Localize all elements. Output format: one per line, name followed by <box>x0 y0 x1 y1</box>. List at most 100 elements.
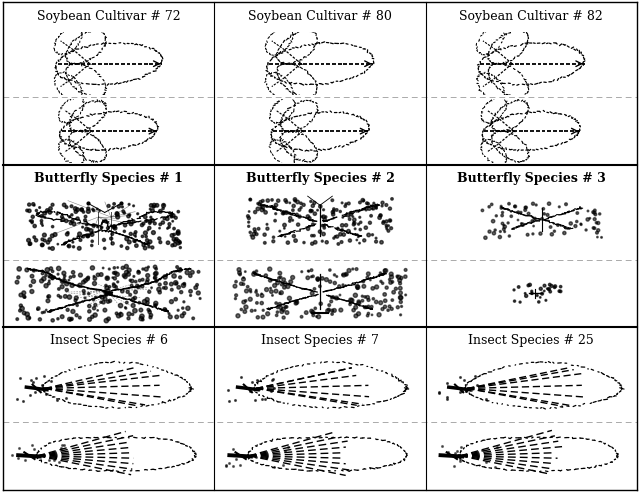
Point <box>291 298 301 306</box>
Point <box>391 285 401 293</box>
Point <box>337 238 347 246</box>
Point <box>79 287 89 295</box>
Point <box>104 202 114 210</box>
Point <box>332 273 342 280</box>
Point <box>59 269 69 277</box>
Point <box>368 205 378 213</box>
Point <box>516 219 527 227</box>
Point <box>268 237 278 245</box>
Point <box>133 267 143 275</box>
Point <box>262 220 272 228</box>
Point <box>46 377 56 385</box>
Point <box>38 372 49 380</box>
Point <box>124 212 134 220</box>
Point <box>470 372 480 380</box>
Point <box>545 223 556 231</box>
Point <box>534 298 544 306</box>
Point <box>250 225 260 233</box>
Point <box>350 225 360 233</box>
Point <box>358 196 368 204</box>
Point <box>16 302 26 309</box>
Point <box>244 218 254 226</box>
Point <box>100 295 110 303</box>
Point <box>253 313 263 321</box>
Text: Soybean Cultivar # 80: Soybean Cultivar # 80 <box>248 10 392 23</box>
Point <box>124 310 134 318</box>
Point <box>309 285 319 293</box>
Point <box>124 314 134 322</box>
Point <box>245 195 255 203</box>
Point <box>62 230 72 238</box>
Point <box>344 227 354 235</box>
Point <box>42 266 52 274</box>
Point <box>593 219 604 227</box>
Point <box>86 242 97 249</box>
Point <box>364 303 374 310</box>
Point <box>90 311 100 319</box>
Point <box>108 240 118 247</box>
Point <box>576 220 586 228</box>
Point <box>109 282 119 290</box>
Point <box>88 205 98 213</box>
Point <box>83 232 93 240</box>
Point <box>385 303 395 310</box>
Point <box>518 221 528 229</box>
Point <box>337 226 348 234</box>
Point <box>442 395 452 402</box>
Point <box>244 214 254 222</box>
Point <box>539 287 549 295</box>
Point <box>324 301 334 309</box>
Point <box>341 221 351 229</box>
Point <box>143 263 154 271</box>
Point <box>361 303 371 311</box>
Point <box>17 305 27 312</box>
Point <box>28 277 38 285</box>
Point <box>61 280 72 288</box>
Point <box>12 278 22 286</box>
Point <box>341 270 351 278</box>
Point <box>150 274 161 281</box>
Point <box>22 207 32 215</box>
Point <box>171 279 181 287</box>
Point <box>20 456 30 463</box>
Point <box>65 219 76 227</box>
Point <box>572 209 582 217</box>
Point <box>236 280 246 288</box>
Point <box>308 220 318 228</box>
Point <box>529 222 539 230</box>
Point <box>151 270 161 277</box>
Point <box>460 376 470 384</box>
Point <box>22 266 32 274</box>
Point <box>142 237 152 245</box>
Point <box>40 237 50 245</box>
Point <box>260 239 270 247</box>
Point <box>111 309 122 317</box>
Point <box>285 214 295 222</box>
Point <box>308 202 318 210</box>
Point <box>136 315 147 323</box>
Point <box>387 195 397 203</box>
Point <box>99 298 109 306</box>
Point <box>47 316 58 324</box>
Point <box>273 279 283 287</box>
Point <box>296 313 307 321</box>
Point <box>91 293 101 301</box>
Point <box>449 462 459 470</box>
Point <box>495 233 505 241</box>
Point <box>102 284 112 292</box>
Point <box>290 197 300 205</box>
Point <box>339 231 349 239</box>
Point <box>68 272 79 280</box>
Point <box>278 276 289 283</box>
Point <box>437 442 447 450</box>
Point <box>257 206 267 214</box>
Point <box>297 268 307 276</box>
Point <box>535 230 545 238</box>
Point <box>378 217 388 225</box>
Point <box>380 290 390 298</box>
Point <box>496 202 506 210</box>
Point <box>129 217 139 225</box>
Point <box>284 294 294 302</box>
Point <box>355 239 365 247</box>
Point <box>521 204 531 212</box>
